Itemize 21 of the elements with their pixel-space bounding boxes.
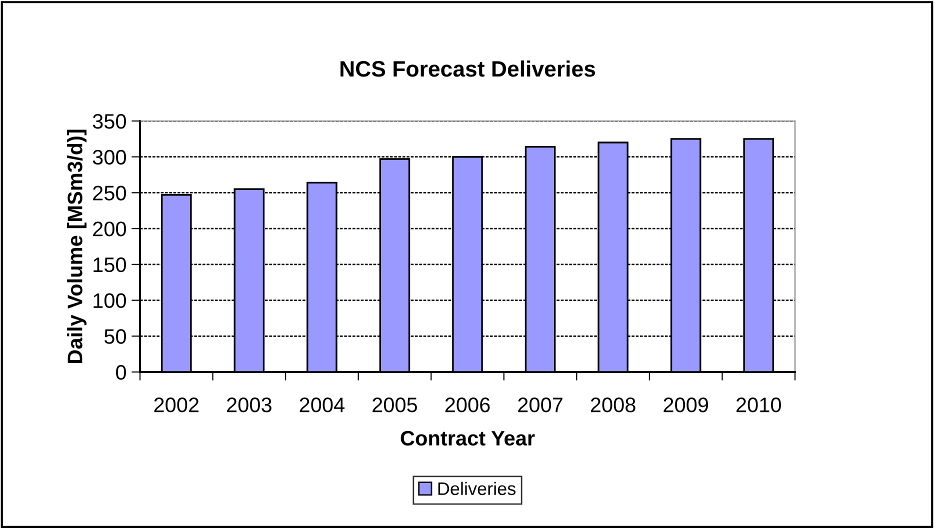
x-axis-title: Contract Year	[400, 430, 535, 446]
x-tick-label: 2005	[372, 398, 418, 412]
x-tick-label: 2010	[736, 398, 781, 412]
chart-title: NCS Forecast Deliveries	[340, 60, 596, 77]
y-tick-label: 300	[92, 150, 126, 165]
x-tick-label: 2008	[590, 398, 636, 412]
y-tick-label: 0	[116, 365, 126, 380]
y-tick-label: 50	[104, 329, 126, 344]
x-tick-label: 2007	[518, 398, 562, 412]
y-axis-title: Daily Volume [MSm3/d)]	[67, 130, 86, 363]
y-tick-label: 200	[93, 222, 126, 236]
y-tick-label: 100	[94, 293, 126, 308]
legend-label: Deliveries	[438, 482, 516, 496]
x-tick-label: 2004	[300, 398, 345, 412]
x-tick-label: 2002	[154, 398, 199, 412]
x-tick-label: 2009	[664, 398, 708, 412]
y-tick-label: 250	[93, 186, 126, 200]
x-tick-label: 2003	[227, 398, 272, 412]
x-tick-label: 2006	[445, 398, 490, 412]
y-tick-label: 150	[94, 257, 126, 272]
y-tick-label: 350	[92, 114, 126, 129]
